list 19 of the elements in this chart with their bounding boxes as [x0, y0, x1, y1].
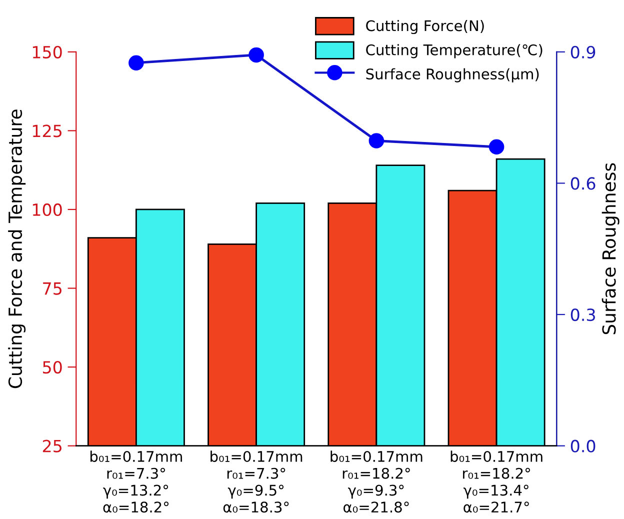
y2-tick-label: 0.9 [570, 46, 596, 58]
x-tick-label: b₀₁=0.17mm r₀₁=18.2° γ₀=9.3° α₀=21.8° [330, 450, 422, 513]
x-tick-label: b₀₁=0.17mm r₀₁=18.2° γ₀=13.4° α₀=21.7° [450, 450, 542, 513]
y-tick-label: 25 [42, 440, 62, 452]
x-tick-label: b₀₁=0.17mm r₀₁=7.3° γ₀=9.5° α₀=18.3° [210, 450, 302, 513]
y-tick-label: 75 [43, 282, 62, 295]
x-tick-label: b₀₁=0.17mm r₀₁=7.3° γ₀=13.2° α₀=18.2° [90, 450, 182, 513]
y-tick-label: 100 [32, 203, 62, 216]
y2-tick-label: 0.3 [570, 308, 595, 322]
legend-label: Surface Roughness(μm) [366, 68, 539, 82]
y-tick-label: 125 [32, 124, 62, 138]
y-tick-label: 50 [43, 361, 62, 374]
y-axis-title: Cutting Force and Temperature [8, 110, 26, 388]
y2-tick-label: 0.6 [570, 177, 596, 190]
y2-axis-title: Surface Roughness [602, 163, 620, 334]
legend-label: Cutting Temperature(℃) [366, 44, 542, 58]
legend-label: Cutting Force(N) [366, 20, 484, 34]
y-tick-label: 150 [32, 46, 62, 58]
y2-tick-label: 0.0 [570, 440, 596, 452]
